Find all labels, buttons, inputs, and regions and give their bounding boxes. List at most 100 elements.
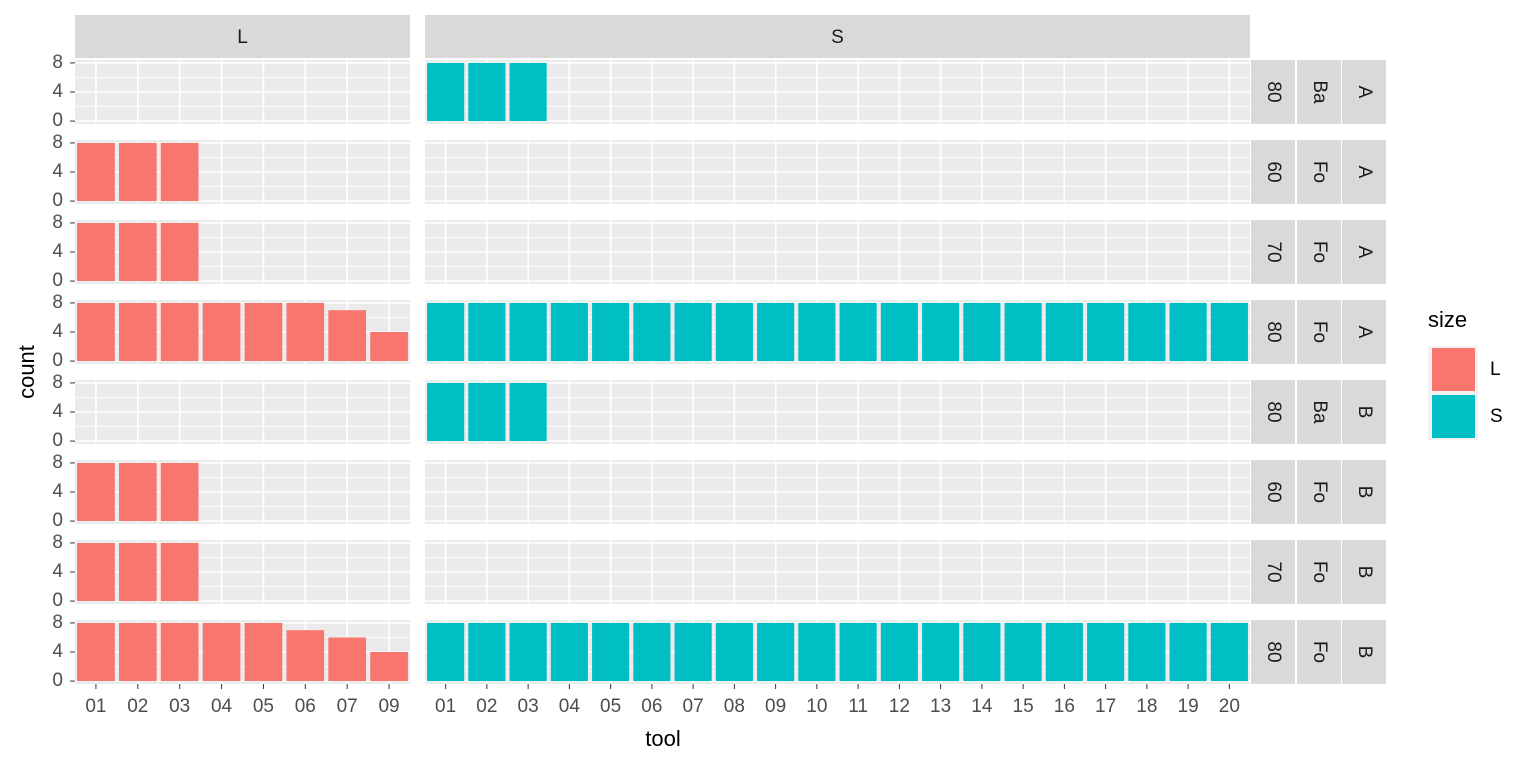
row-strip [1342, 460, 1386, 524]
row-strip [1251, 540, 1295, 604]
bar [1004, 622, 1042, 682]
bar [160, 302, 199, 362]
bar [1210, 622, 1248, 682]
bar [592, 622, 630, 682]
bar [880, 302, 918, 362]
bar [328, 637, 367, 682]
row-strip-label: B [1354, 406, 1375, 419]
bar [244, 622, 283, 682]
row-strip [1251, 60, 1295, 124]
bar [370, 652, 408, 682]
bar [77, 222, 115, 282]
y-tick-label: 8 [52, 532, 63, 553]
bar [118, 222, 157, 282]
x-tick-label: 08 [724, 696, 745, 717]
bar [1087, 302, 1125, 362]
row-strip [1251, 620, 1295, 684]
x-tick-label: 17 [1095, 696, 1116, 717]
bar [674, 622, 712, 682]
row-strip [1342, 220, 1386, 284]
y-tick-label: 8 [52, 212, 63, 233]
row-strip-label: Fo [1309, 321, 1330, 343]
row-strip-label: B [1354, 486, 1375, 499]
x-tick-label: 01 [435, 696, 456, 717]
bar [550, 622, 588, 682]
bar [77, 542, 115, 602]
row-strip [1297, 620, 1341, 684]
y-tick-label: 4 [52, 561, 63, 582]
bar [963, 622, 1001, 682]
bar [427, 622, 465, 682]
bar [963, 302, 1001, 362]
row-strip [1251, 380, 1295, 444]
y-tick-label: 4 [52, 641, 63, 662]
bar [427, 382, 465, 442]
row-strip [1251, 220, 1295, 284]
row-strip-label: A [1354, 326, 1375, 339]
bar [118, 622, 157, 682]
row-strip [1342, 540, 1386, 604]
y-tick-label: 4 [52, 481, 63, 502]
bar [798, 622, 836, 682]
x-tick-label: 18 [1136, 696, 1157, 717]
row-strip [1297, 540, 1341, 604]
bar [509, 62, 547, 122]
bar [922, 302, 960, 362]
row-strip-label: Ba [1309, 80, 1330, 104]
bar [1169, 302, 1207, 362]
y-tick-label: 8 [52, 52, 63, 73]
bar [160, 222, 199, 282]
y-tick-label: 4 [52, 81, 63, 102]
bar [509, 622, 547, 682]
bar [468, 622, 506, 682]
x-tick-label: 04 [211, 696, 233, 717]
row-strip [1297, 60, 1341, 124]
bar [118, 142, 157, 202]
bar [798, 302, 836, 362]
x-tick-label: 13 [930, 696, 951, 717]
bar [286, 302, 325, 362]
bar [839, 302, 877, 362]
row-strip-label: A [1354, 166, 1375, 179]
row-strip-label: Fo [1309, 481, 1330, 503]
x-tick-label: 05 [600, 696, 621, 717]
y-tick-label: 0 [52, 590, 63, 611]
y-tick-label: 0 [52, 270, 63, 291]
bar [715, 302, 753, 362]
y-tick-label: 0 [52, 430, 63, 451]
bar [468, 302, 506, 362]
row-strip [1251, 300, 1295, 364]
column-strip [425, 15, 1250, 58]
bar [839, 622, 877, 682]
row-strip-label: 70 [1263, 241, 1284, 262]
row-strip-label: A [1354, 246, 1375, 259]
bar [77, 142, 115, 202]
x-tick-label: 12 [889, 696, 910, 717]
y-tick-label: 0 [52, 510, 63, 531]
x-tick-label: 04 [559, 696, 581, 717]
bar [1128, 302, 1166, 362]
x-axis-label: tool [645, 726, 680, 751]
x-tick-label: 07 [683, 696, 704, 717]
bar [202, 302, 241, 362]
row-strip-label: 60 [1263, 161, 1284, 182]
row-strip [1251, 460, 1295, 524]
y-tick-label: 8 [52, 132, 63, 153]
bar [118, 542, 157, 602]
bar [509, 382, 547, 442]
x-tick-label: 02 [476, 696, 497, 717]
bar [592, 302, 630, 362]
legend-title: size [1428, 307, 1467, 332]
bar [1087, 622, 1125, 682]
row-strip [1342, 60, 1386, 124]
bar [633, 622, 671, 682]
bar [427, 62, 465, 122]
bar [286, 630, 325, 682]
x-tick-label: 01 [85, 696, 106, 717]
bar [160, 462, 199, 522]
row-strip [1297, 140, 1341, 204]
bar [880, 622, 918, 682]
y-tick-label: 8 [52, 612, 63, 633]
bar [509, 302, 547, 362]
y-tick-label: 0 [52, 350, 63, 371]
